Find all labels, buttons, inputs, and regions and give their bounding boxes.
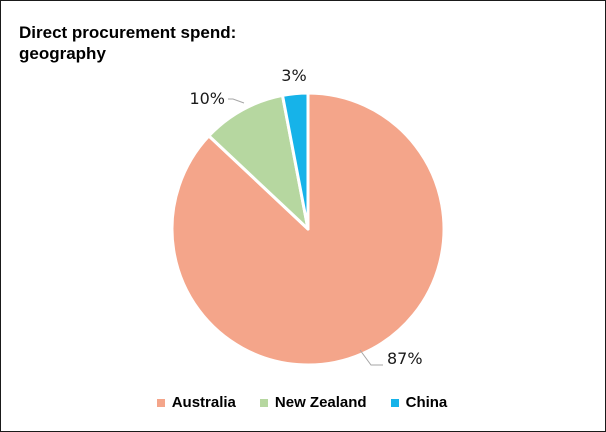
legend-item-australia: Australia: [156, 394, 236, 411]
pie-slice-new-zealand: [207, 93, 310, 231]
data-label-new-zealand: 10%: [189, 89, 225, 108]
chart-legend: Australia New Zealand China: [0, 394, 604, 411]
pie-slice-china: [281, 91, 310, 231]
legend-label-china: China: [405, 394, 448, 411]
legend-label-australia: Australia: [171, 394, 236, 411]
legend-swatch-australia: [156, 398, 165, 407]
leader-line-australia: [359, 349, 383, 366]
legend-item-china: China: [390, 394, 448, 411]
legend-item-new-zealand: New Zealand: [259, 394, 367, 411]
chart-title: Direct procurement spend: geography: [19, 23, 237, 63]
data-label-china: 3%: [281, 66, 306, 85]
legend-swatch-new-zealand: [259, 398, 268, 407]
legend-label-new-zealand: New Zealand: [274, 394, 367, 411]
data-label-australia: 87%: [387, 349, 423, 368]
leader-line-new-zealand: [228, 98, 245, 104]
legend-swatch-china: [390, 398, 399, 407]
